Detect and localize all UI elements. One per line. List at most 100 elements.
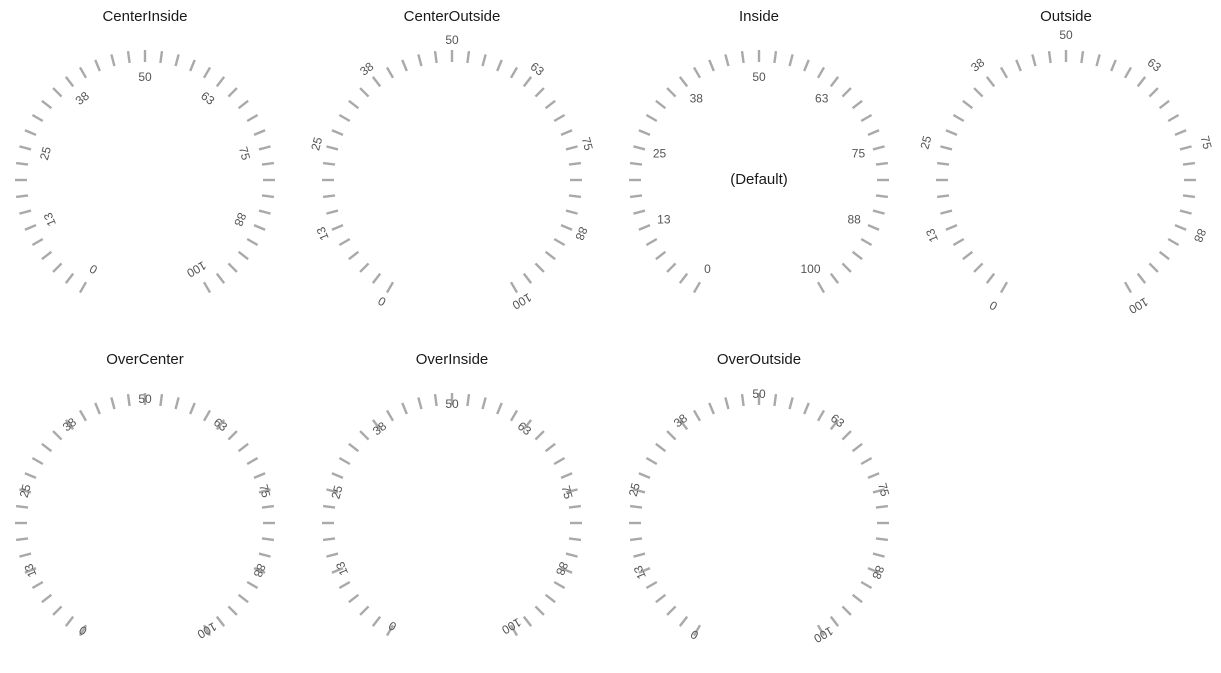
tick-label-63: 63 xyxy=(198,89,217,108)
tick-mark xyxy=(159,393,164,407)
tick-mark xyxy=(215,272,226,284)
gauge-center-inside: CenterInside 0 13 25 38 50 63 75 88 100 xyxy=(0,0,290,330)
tick-mark xyxy=(417,54,423,67)
gauge-title: Inside xyxy=(738,8,780,25)
tick-mark xyxy=(851,442,863,453)
tick-mark xyxy=(348,99,360,110)
tick-mark xyxy=(261,537,275,542)
tick-mark xyxy=(359,605,370,616)
tick-mark xyxy=(227,262,238,273)
tick-mark xyxy=(202,281,212,294)
tick-mark xyxy=(655,593,667,604)
tick-mark xyxy=(189,402,196,415)
tick-mark xyxy=(466,50,471,64)
tick-mark xyxy=(875,504,889,509)
tick-label-75: 75 xyxy=(256,483,273,500)
gauge-center-outside: CenterOutside 0 13 25 38 50 63 75 88 100 xyxy=(307,0,597,330)
tick-mark xyxy=(1179,145,1192,151)
tick-label-100: 100 xyxy=(811,624,836,646)
gauge-outside: Outside 0 13 25 38 50 63 75 88 100 xyxy=(917,0,1214,330)
tick-mark xyxy=(962,99,974,110)
tick-label-50: 50 xyxy=(138,70,152,84)
tick-mark xyxy=(773,393,778,407)
tick-label-75: 75 xyxy=(558,484,575,501)
tick-mark xyxy=(1031,54,1037,67)
tick-mark xyxy=(31,113,44,123)
tick-mark xyxy=(872,145,885,151)
tick-mark xyxy=(78,66,88,79)
tick-mark xyxy=(973,87,984,98)
tick-mark xyxy=(692,66,702,79)
tick-mark xyxy=(872,209,885,215)
tick-mark xyxy=(666,605,677,616)
tick-mark xyxy=(41,99,53,110)
tick-mark xyxy=(568,194,582,199)
tick-label-63: 63 xyxy=(515,419,534,438)
tick-mark xyxy=(253,129,266,136)
tick-mark xyxy=(202,624,212,637)
tick-mark xyxy=(841,430,852,441)
tick-mark xyxy=(534,605,545,616)
tick-mark xyxy=(258,145,271,151)
tick-label-75: 75 xyxy=(236,145,253,162)
tick-mark xyxy=(829,615,840,627)
tick-mark xyxy=(560,567,573,574)
tick-mark xyxy=(629,537,643,542)
tick-mark xyxy=(678,272,689,284)
tick-mark xyxy=(1095,54,1101,67)
tick-label-63: 63 xyxy=(528,59,547,78)
tick-label-88: 88 xyxy=(1191,227,1209,245)
tick-mark xyxy=(371,76,382,88)
tick-mark xyxy=(544,593,556,604)
tick-mark xyxy=(1158,99,1170,110)
tick-mark xyxy=(875,194,889,199)
tick-mark xyxy=(78,624,88,637)
tick-mark xyxy=(385,66,395,79)
tick-mark xyxy=(1179,209,1192,215)
tick-mark xyxy=(78,281,88,294)
tick-mark xyxy=(31,580,44,590)
tick-mark xyxy=(841,262,852,273)
tick-mark xyxy=(851,250,863,261)
tick-mark xyxy=(24,472,37,479)
tick-mark xyxy=(544,250,556,261)
tick-mark xyxy=(52,87,63,98)
tick-mark xyxy=(481,54,487,67)
tick-mark xyxy=(1148,87,1159,98)
tick-mark xyxy=(15,194,29,199)
tick-mark xyxy=(1158,250,1170,261)
tick-mark xyxy=(64,615,75,627)
tick-mark xyxy=(655,250,667,261)
tick-mark xyxy=(496,59,503,72)
tick-mark xyxy=(126,50,131,64)
tick-mark xyxy=(237,442,249,453)
tick-mark xyxy=(359,87,370,98)
tick-mark xyxy=(258,488,271,494)
tick-mark xyxy=(253,567,266,574)
tick-mark xyxy=(261,194,275,199)
tick-mark xyxy=(1148,262,1159,273)
tick-mark xyxy=(860,456,873,466)
tick-mark xyxy=(326,488,339,494)
tick-label-25: 25 xyxy=(37,145,54,162)
tick-mark xyxy=(331,224,344,231)
tick-mark xyxy=(860,237,873,247)
tick-mark xyxy=(496,402,503,415)
tick-mark xyxy=(867,472,880,479)
tick-mark xyxy=(215,615,226,627)
tick-mark xyxy=(52,605,63,616)
tick-mark xyxy=(1136,76,1147,88)
tick-label-0: 0 xyxy=(987,298,1000,314)
tick-mark xyxy=(1174,224,1187,231)
tick-label-38: 38 xyxy=(73,88,92,107)
tick-mark xyxy=(331,472,344,479)
tick-mark xyxy=(568,161,582,166)
gauge-title: CenterInside xyxy=(102,8,188,25)
tick-mark xyxy=(326,145,339,151)
tick-label-100: 100 xyxy=(195,619,220,641)
tick-label-38: 38 xyxy=(690,91,704,105)
tick-mark xyxy=(110,54,116,67)
tick-label-50: 50 xyxy=(138,392,152,406)
